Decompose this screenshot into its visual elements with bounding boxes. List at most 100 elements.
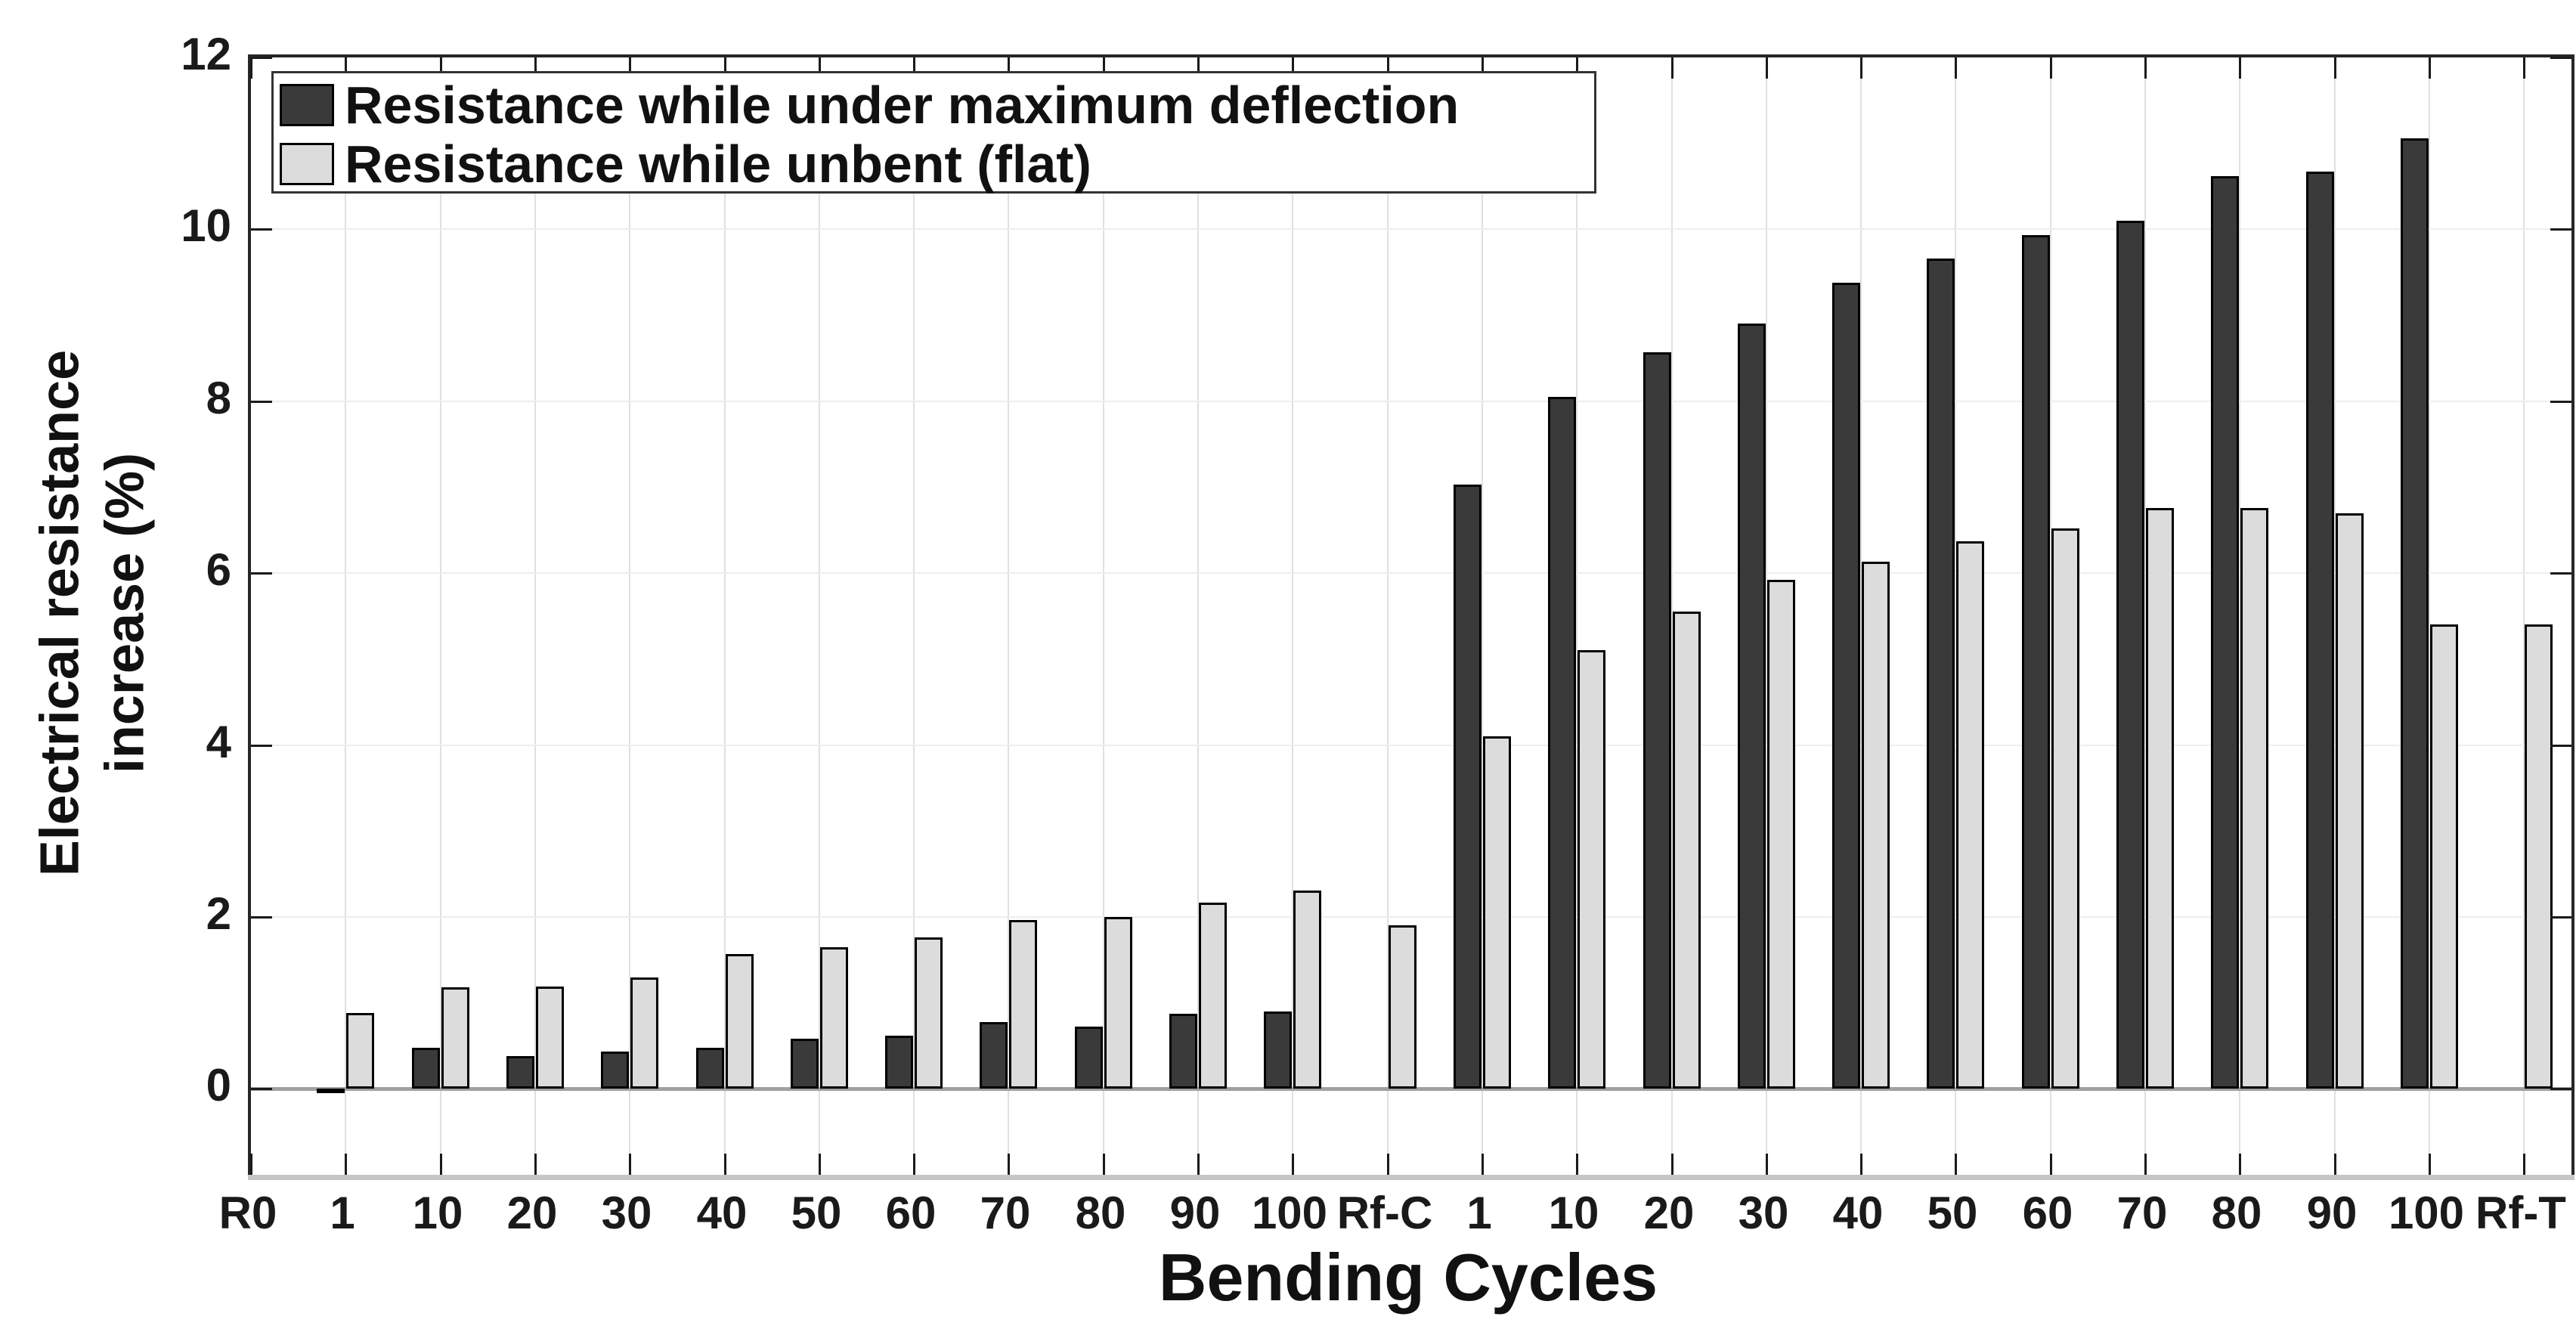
bar-max-deflection (317, 1089, 345, 1094)
bar-unbent-flat (915, 937, 943, 1089)
x-tick-mark-top (2334, 57, 2336, 79)
x-tick-label: 70 (980, 1188, 1031, 1238)
bar-unbent-flat (1293, 890, 1321, 1089)
y-tick-label: 4 (206, 716, 231, 767)
gridline-vertical (440, 57, 441, 1175)
bar-max-deflection (1548, 397, 1576, 1089)
x-tick-mark-top (819, 57, 821, 79)
bar-unbent-flat (630, 977, 658, 1089)
x-tick-mark-bottom (1387, 1154, 1389, 1175)
bar-max-deflection (696, 1047, 724, 1089)
bar-max-deflection (791, 1039, 819, 1089)
zero-baseline (251, 1087, 2571, 1092)
x-tick-mark-top (1197, 57, 1200, 79)
bar-max-deflection (1738, 324, 1766, 1089)
gridline-vertical (534, 57, 536, 1175)
x-axis-title: Bending Cycles (1158, 1240, 1658, 1315)
y-tick-mark-right (2550, 400, 2571, 403)
x-tick-mark-top (629, 57, 631, 79)
x-tick-mark-top (1766, 57, 1768, 79)
y-tick-mark-left (251, 228, 272, 231)
x-tick-label: 20 (506, 1188, 558, 1238)
bar-max-deflection (2022, 235, 2050, 1089)
bar-max-deflection (1454, 485, 1482, 1089)
bar-max-deflection (1832, 282, 1860, 1089)
y-tick-mark-right (2550, 1088, 2571, 1091)
bar-max-deflection (2306, 172, 2334, 1089)
bar-unbent-flat (536, 987, 564, 1089)
x-tick-label: 60 (885, 1188, 937, 1238)
gridline-horizontal (251, 400, 2571, 402)
x-tick-mark-top (2523, 57, 2525, 79)
bar-max-deflection (1075, 1027, 1103, 1089)
bar-unbent-flat (1956, 541, 1984, 1089)
x-tick-mark-top (2144, 57, 2147, 79)
x-tick-mark-top (1292, 57, 1294, 79)
x-tick-mark-bottom (629, 1154, 631, 1175)
legend-row-max-deflection: Resistance while under maximum deflectio… (274, 76, 1594, 135)
bar-max-deflection (601, 1052, 629, 1089)
gridline-vertical (1387, 57, 1389, 1175)
y-tick-mark-left (251, 744, 272, 747)
gridline-horizontal (251, 744, 2571, 746)
y-tick-mark-left (251, 572, 272, 575)
gridline-horizontal (251, 572, 2571, 575)
x-tick-mark-top (345, 57, 347, 79)
bar-max-deflection (506, 1056, 534, 1089)
y-tick-label: 12 (181, 29, 231, 79)
x-tick-label: R0 (218, 1188, 277, 1238)
bar-max-deflection (1169, 1014, 1197, 1089)
x-tick-mark-top (913, 57, 915, 79)
gridline-vertical (1955, 57, 1956, 1175)
x-tick-mark-bottom (345, 1154, 347, 1175)
legend-row-unbent-flat: Resistance while unbent (flat) (274, 135, 1594, 194)
gridline-vertical (2429, 57, 2430, 1175)
bar-unbent-flat (1673, 612, 1701, 1089)
x-tick-mark-bottom (2239, 1154, 2241, 1175)
legend-swatch-unbent-flat (280, 143, 334, 185)
gridline-vertical (819, 57, 820, 1175)
x-tick-label: 70 (2116, 1188, 2168, 1238)
x-tick-mark-top (1671, 57, 1673, 79)
x-tick-mark-bottom (2429, 1154, 2431, 1175)
gridline-vertical (2523, 57, 2525, 1175)
y-tick-label: 10 (181, 200, 231, 252)
gridline-vertical (345, 57, 346, 1175)
x-tick-label: 100 (1251, 1188, 1328, 1238)
x-tick-label: 40 (696, 1188, 748, 1238)
gridline-vertical (1766, 57, 1767, 1175)
y-tick-mark-right (2550, 57, 2571, 59)
x-tick-mark-bottom (534, 1154, 537, 1175)
x-tick-mark-bottom (440, 1154, 442, 1175)
gridline-vertical (1008, 57, 1009, 1175)
bar-unbent-flat (441, 987, 469, 1089)
gridline-vertical (629, 57, 630, 1175)
gridline-vertical (2334, 57, 2336, 1175)
gridline-vertical (2050, 57, 2051, 1175)
bar-unbent-flat (1199, 902, 1227, 1089)
x-tick-label: 80 (1075, 1188, 1126, 1238)
bar-unbent-flat (820, 946, 848, 1089)
legend: Resistance while under maximum deflectio… (271, 71, 1596, 194)
x-tick-mark-top (1955, 57, 1957, 79)
x-tick-mark-bottom (1482, 1154, 1484, 1175)
gridline-horizontal (251, 915, 2571, 918)
plot-area: Resistance while under maximum deflectio… (248, 54, 2574, 1178)
x-axis-shadow-line (248, 1175, 2574, 1180)
y-tick-mark-right (2550, 572, 2571, 575)
bar-max-deflection (1927, 259, 1955, 1089)
bar-unbent-flat (1389, 925, 1416, 1089)
x-tick-mark-bottom (1955, 1154, 1957, 1175)
bar-unbent-flat (2525, 624, 2553, 1089)
bar-max-deflection (2116, 221, 2144, 1089)
bar-unbent-flat (2240, 507, 2268, 1089)
x-tick-mark-bottom (1576, 1154, 1578, 1175)
y-tick-mark-right (2550, 915, 2571, 919)
gridline-vertical (1860, 57, 1862, 1175)
y-tick-mark-left (251, 400, 272, 403)
bar-max-deflection (1264, 1011, 1292, 1089)
y-axis-title-line1: Electrical resistance (29, 349, 91, 877)
y-tick-mark-right (2550, 228, 2571, 231)
x-tick-mark-bottom (1008, 1154, 1010, 1175)
bar-max-deflection (412, 1047, 440, 1089)
